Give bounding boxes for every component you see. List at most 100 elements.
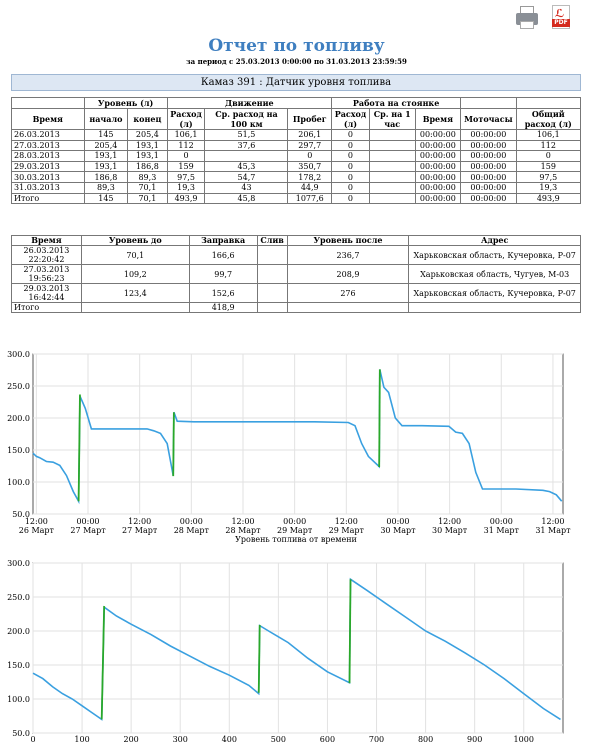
cell: 31.03.2013 [11,181,85,194]
header-parking-time: Время [414,108,462,130]
y-tick-label: 100.0 [7,695,30,704]
cell: 236,7 [286,245,410,265]
cell: 493,9 [166,192,206,205]
x-tick-label: 100 [74,735,89,744]
cell [368,150,416,162]
cell: 00:00:00 [460,129,517,141]
table-row: 31.03.2013 89,3 70,1 19,3 43 44,9 0 00:00:00 00:… [11,181,582,194]
cell [408,302,581,313]
cell: Итого [11,302,82,313]
cell: 0 [287,150,333,162]
cell [286,302,410,313]
cell [368,129,416,141]
cell: 178,2 [287,171,333,183]
cell: 45,3 [204,160,289,173]
header-level-after: Уровень после [286,235,410,246]
pdf-icon[interactable]: ℒ PDF [549,4,573,30]
header-consumption: Расход (л) [166,108,206,130]
x-tick-date: 28 Март [174,526,210,535]
y-tick-label: 200.0 [7,627,30,636]
cell: 70,1 [127,181,168,194]
cell: 145 [83,192,129,205]
cell: 186,8 [83,171,129,183]
x-tick-date: 29 Март [329,526,365,535]
cell-address: Харьковская область, Чугуев, М-03 [408,264,581,284]
cell: 145 [83,129,129,141]
header-time: Время [11,235,82,246]
x-tick-time: 12:00 [335,517,358,526]
cell: 493,9 [515,192,582,205]
header-address: Адрес [408,235,581,246]
cell: 00:00:00 [414,129,462,141]
col-blank [460,97,517,109]
y-tick-label: 200.0 [7,414,30,423]
cell: 193,1 [83,150,129,162]
refuel-line [172,412,175,477]
x-tick-time: 00:00 [283,517,306,526]
y-tick-label: 300.0 [7,559,30,568]
y-tick-label: 250.0 [7,382,30,391]
plot-area [32,562,564,734]
cell: 205,4 [83,139,129,152]
date: 29.03.2013 [23,284,70,293]
date: 26.03.2013 [23,246,70,255]
x-tick-date: 27 Март [70,526,106,535]
header-avg-hour: Ср. на 1 час [368,108,416,130]
x-tick-label: 300 [173,735,188,744]
cell: 00:00:00 [414,160,462,173]
cell-time: 27.03.2013 19:56:23 [11,264,82,284]
cell: 00:00:00 [414,171,462,183]
cell: 159 [166,160,206,173]
cell: Итого [11,192,85,205]
cell [368,192,416,205]
clock: 22:20:42 [28,255,65,264]
x-tick-label: 900 [467,735,482,744]
y-tick-label: 100.0 [7,478,30,487]
fuel-level-line [32,369,563,505]
cell: 00:00:00 [460,192,517,205]
x-tick-label: 400 [222,735,237,744]
cell: 0 [331,129,370,141]
table-row: 29.03.2013 16:42:44 123,4 152,6 276 Харьк… [11,283,581,303]
cell-time: 26.03.2013 22:20:42 [11,245,82,265]
x-tick-date: 27 Март [122,526,158,535]
header-time: Время [11,108,85,130]
cell: 00:00:00 [460,160,517,173]
cell: 00:00:00 [460,139,517,152]
cell: 112 [166,139,206,152]
cell: 97,5 [515,171,582,183]
group-parking: Работа на стоянке [331,97,462,109]
x-tick-date: 26 Март [19,526,55,535]
cell [80,302,190,313]
cell: 0 [331,171,370,183]
plot-area [32,353,564,515]
cell: 186,8 [127,160,168,173]
cell: 27.03.2013 [11,139,85,152]
cell: 54,7 [204,171,289,183]
y-tick-label: 150.0 [7,661,30,670]
cell: 123,4 [80,283,190,303]
cell: 208,9 [286,264,410,284]
header-avg-consumption: Ср. расход на 100 км [204,108,289,130]
cell-time: 29.03.2013 16:42:44 [11,283,82,303]
x-tick-date: 30 Март [432,526,468,535]
x-tick-time: 00:00 [386,517,409,526]
cell: 00:00:00 [414,192,462,205]
printer-icon[interactable] [515,4,539,30]
cell: 29.03.2013 [11,160,85,173]
x-axis-label: Уровень топлива от времени [235,535,357,544]
cell: 89,3 [127,171,168,183]
pdf-logo-glyph: ℒ [555,7,565,20]
cell: 00:00:00 [460,150,517,162]
cell: 297,7 [287,139,333,152]
toolbar: ℒ PDF [515,4,573,30]
cell: 0 [331,160,370,173]
table-row-total: Итого 418,9 [11,302,581,313]
x-tick-date: 29 Март [277,526,313,535]
cell: 109,2 [80,264,190,284]
x-tick-date: 31 Март [535,526,571,535]
cell: 106,1 [166,129,206,141]
x-tick-time: 12:00 [231,517,254,526]
cell: 28.03.2013 [11,150,85,162]
